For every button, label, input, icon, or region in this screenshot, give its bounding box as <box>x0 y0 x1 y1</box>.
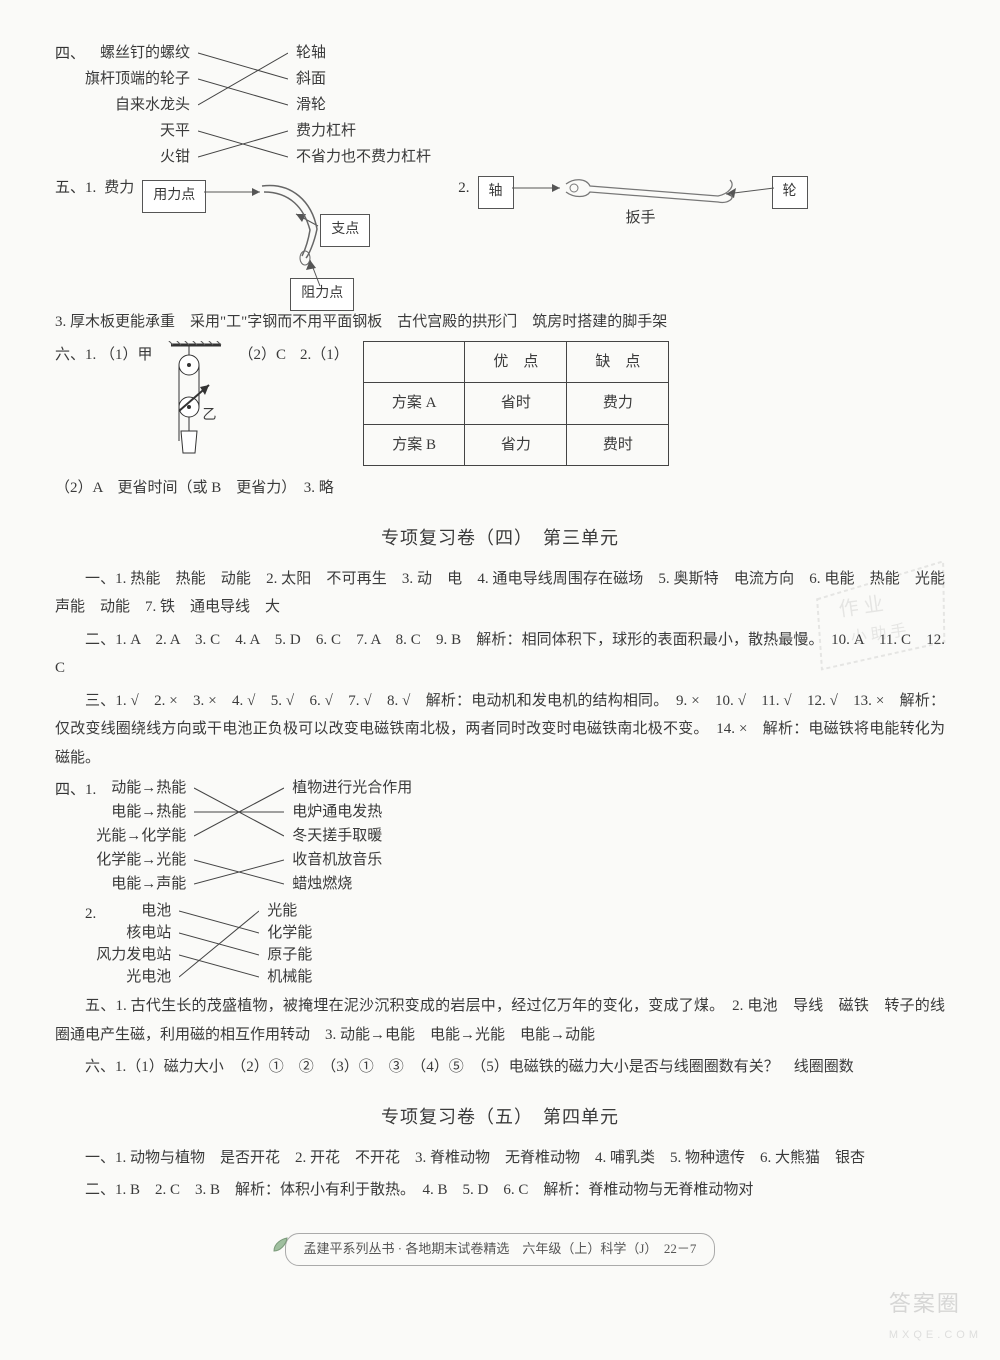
match-right-item: 化学能 <box>267 922 312 944</box>
u4-match-2: 2. 电池核电站风力发电站光电池 光能化学能原子能机械能 <box>85 900 945 988</box>
watermark-stamp: 作 业 小 助 手 <box>803 550 967 680</box>
table-cell: 省时 <box>465 383 567 425</box>
pulley-diagram: 乙 <box>167 341 225 459</box>
u4-p3: 三、1. √ 2. × 3. × 4. √ 5. √ 6. √ 7. √ 8. … <box>55 687 945 773</box>
sec6-label: 六、1. <box>55 347 96 363</box>
table-cell: 费力 <box>567 383 669 425</box>
match-right-item: 蜡烛燃烧 <box>292 872 412 896</box>
match-left-item: 火钳 <box>85 144 190 170</box>
u4-match2-block: 电池核电站风力发电站光电池 光能化学能原子能机械能 <box>96 900 312 988</box>
section-4-matching: 四、 螺丝钉的螺纹旗杆顶端的轮子自来水龙头天平火钳 轮轴斜面滑轮费力杠杆不省力也… <box>55 40 945 170</box>
table-cell: 费时 <box>567 424 669 466</box>
u5-p2: 二、1. B 2. C 3. B 解析：体积小有利于散热。 4. B 5. D … <box>55 1176 945 1205</box>
wheel-axle-diagram: 轴 轮 扳手 <box>478 174 808 264</box>
match-right-item: 斜面 <box>296 66 431 92</box>
match-left-item: 核电站 <box>96 922 171 944</box>
title-unit-5: 专项复习卷（五） 第四单元 <box>55 1100 945 1134</box>
table-header-cell: 优 点 <box>465 341 567 383</box>
u4-p6: 六、1.（1）磁力大小 （2）① ② （3）① ③ （4）⑤ （5）电磁铁的磁力… <box>55 1053 945 1082</box>
pulley-svg <box>167 341 225 459</box>
match-left-item: 螺丝钉的螺纹 <box>85 40 190 66</box>
match-right-item: 冬天搓手取暖 <box>292 824 412 848</box>
table-header-cell: 缺 点 <box>567 341 669 383</box>
plan-table: 优 点缺 点 方案 A省时费力 方案 B省力费时 <box>363 341 670 467</box>
lever-svg-1 <box>142 174 442 304</box>
watermark-big: 答案圈 <box>889 1291 961 1316</box>
match-left-item: 化学能→光能 <box>96 848 186 872</box>
match-left-item: 电能→热能 <box>96 800 186 824</box>
watermark-small: MXQE.COM <box>889 1325 982 1346</box>
match-right-item: 不省力也不费力杠杆 <box>296 144 431 170</box>
q5-2-lead: 2. <box>458 174 469 203</box>
section-5: 五、1. 费力 用力点 支点 阻力点 2. 轴 轮 扳手 <box>55 174 945 304</box>
leaf-icon <box>272 1237 288 1253</box>
footer-pill: 孟建平系列丛书 · 各地期末试卷精选 六年级（上）科学（J） 22－7 <box>285 1233 716 1266</box>
match-left-item: 光能→化学能 <box>96 824 186 848</box>
section-6: 六、1. （1）甲 乙 （ <box>55 341 945 467</box>
match-left-item: 电能→声能 <box>96 872 186 896</box>
u5-p1: 一、1. 动物与植物 是否开花 2. 开花 不开花 3. 脊椎动物 无脊椎动物 … <box>55 1144 945 1173</box>
match-right-item: 原子能 <box>267 944 312 966</box>
table-cell: 省力 <box>465 424 567 466</box>
u4-p5: 五、1. 古代生长的茂盛植物，被掩埋在泥沙沉积变成的岩层中，经过亿万年的变化，变… <box>55 992 945 1049</box>
section-6-lead: 六、1. （1）甲 <box>55 341 153 370</box>
match-right-item: 光能 <box>267 900 312 922</box>
match-right-item: 轮轴 <box>296 40 431 66</box>
match-right-item: 电炉通电发热 <box>292 800 412 824</box>
match-block-1: 螺丝钉的螺纹旗杆顶端的轮子自来水龙头天平火钳 轮轴斜面滑轮费力杠杆不省力也不费力… <box>85 40 431 170</box>
wrench-svg <box>478 174 808 264</box>
page-footer: 孟建平系列丛书 · 各地期末试卷精选 六年级（上）科学（J） 22－7 <box>55 1233 945 1266</box>
match-left-item: 风力发电站 <box>96 944 171 966</box>
watermark-corner: 答案圈 MXQE.COM <box>889 1283 982 1346</box>
sec6-q1-2: （2）C <box>239 341 287 370</box>
match-left-item: 自来水龙头 <box>85 92 190 118</box>
match-right-item: 滑轮 <box>296 92 431 118</box>
match-left-item: 天平 <box>85 118 190 144</box>
u4-match1-block: 动能→热能电能→热能光能→化学能化学能→光能电能→声能 植物进行光合作用电炉通电… <box>96 776 412 896</box>
match-right-item: 机械能 <box>267 966 312 988</box>
svg-text:作 业: 作 业 <box>837 592 885 621</box>
q5-1-lead: 费力 <box>104 174 134 203</box>
footer-text: 孟建平系列丛书 · 各地期末试卷精选 六年级（上）科学（J） 22－7 <box>304 1241 697 1256</box>
match-left-item: 动能→热能 <box>96 776 186 800</box>
u4-match2-label: 2. <box>85 900 96 929</box>
match-left-item: 旗杆顶端的轮子 <box>85 66 190 92</box>
match-left-item: 电池 <box>96 900 171 922</box>
sec6-tail: （2）A 更省时间（或 B 更省力） 3. 略 <box>55 474 945 503</box>
match-left-item: 光电池 <box>96 966 171 988</box>
svg-text:小 助 手: 小 助 手 <box>850 621 908 647</box>
sec6-q2: 2.（1） <box>300 341 349 370</box>
section-5-label: 五、1. <box>55 174 96 203</box>
table-cell: 方案 A <box>363 383 465 425</box>
table-header-cell <box>363 341 465 383</box>
section-4-label: 四、 <box>55 40 85 69</box>
match-right-item: 植物进行光合作用 <box>292 776 412 800</box>
sec6-q1-1: （1）甲 <box>100 347 153 363</box>
table-cell: 方案 B <box>363 424 465 466</box>
u4-match-1: 四、1. 动能→热能电能→热能光能→化学能化学能→光能电能→声能 植物进行光合作… <box>55 776 945 896</box>
line-5-3: 3. 厚木板更能承重 采用"工"字钢而不用平面钢板 古代宫殿的拱形门 筑房时搭建… <box>55 308 945 337</box>
u4-match1-label: 四、1. <box>55 776 96 805</box>
match-right-item: 收音机放音乐 <box>292 848 412 872</box>
pulley-yi-label: 乙 <box>203 403 217 430</box>
match-right-item: 费力杠杆 <box>296 118 431 144</box>
title-unit-4: 专项复习卷（四） 第三单元 <box>55 521 945 555</box>
lever-diagram-1: 用力点 支点 阻力点 <box>142 174 442 304</box>
